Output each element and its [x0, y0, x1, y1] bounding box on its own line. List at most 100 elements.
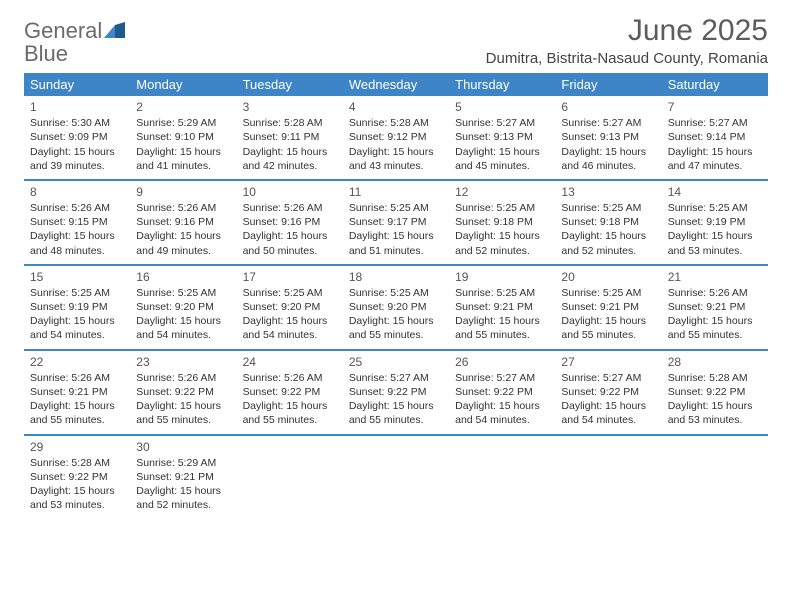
sunrise-text: Sunrise: 5:26 AM [243, 371, 337, 385]
week-row: 22Sunrise: 5:26 AMSunset: 9:21 PMDayligh… [24, 349, 768, 434]
sunrise-text: Sunrise: 5:25 AM [561, 286, 655, 300]
sunset-text: Sunset: 9:18 PM [455, 215, 549, 229]
day-cell: 25Sunrise: 5:27 AMSunset: 9:22 PMDayligh… [343, 351, 449, 434]
sunrise-text: Sunrise: 5:27 AM [455, 371, 549, 385]
day-cell: 12Sunrise: 5:25 AMSunset: 9:18 PMDayligh… [449, 181, 555, 264]
day-cell: 28Sunrise: 5:28 AMSunset: 9:22 PMDayligh… [662, 351, 768, 434]
day-number: 17 [243, 269, 337, 285]
day-cell: 18Sunrise: 5:25 AMSunset: 9:20 PMDayligh… [343, 266, 449, 349]
sunset-text: Sunset: 9:09 PM [30, 130, 124, 144]
day-number: 7 [668, 99, 762, 115]
day-number: 24 [243, 354, 337, 370]
day-cell [555, 436, 661, 519]
day-cell: 4Sunrise: 5:28 AMSunset: 9:12 PMDaylight… [343, 96, 449, 179]
day-cell: 30Sunrise: 5:29 AMSunset: 9:21 PMDayligh… [130, 436, 236, 519]
sunset-text: Sunset: 9:22 PM [136, 385, 230, 399]
sunrise-text: Sunrise: 5:25 AM [30, 286, 124, 300]
page-title: June 2025 [486, 14, 768, 48]
sunset-text: Sunset: 9:15 PM [30, 215, 124, 229]
brand-text-1: General [24, 18, 102, 43]
day-number: 28 [668, 354, 762, 370]
sunrise-text: Sunrise: 5:25 AM [349, 201, 443, 215]
sunset-text: Sunset: 9:16 PM [136, 215, 230, 229]
week-row: 15Sunrise: 5:25 AMSunset: 9:19 PMDayligh… [24, 264, 768, 349]
sunset-text: Sunset: 9:22 PM [561, 385, 655, 399]
sunset-text: Sunset: 9:16 PM [243, 215, 337, 229]
day-cell: 22Sunrise: 5:26 AMSunset: 9:21 PMDayligh… [24, 351, 130, 434]
sunrise-text: Sunrise: 5:26 AM [136, 201, 230, 215]
day-cell: 19Sunrise: 5:25 AMSunset: 9:21 PMDayligh… [449, 266, 555, 349]
daylight-text: Daylight: 15 hours and 52 minutes. [136, 484, 230, 512]
day-number: 8 [30, 184, 124, 200]
sunset-text: Sunset: 9:21 PM [136, 470, 230, 484]
sunset-text: Sunset: 9:21 PM [561, 300, 655, 314]
sunset-text: Sunset: 9:21 PM [455, 300, 549, 314]
sunrise-text: Sunrise: 5:26 AM [243, 201, 337, 215]
sunrise-text: Sunrise: 5:27 AM [561, 371, 655, 385]
day-cell: 11Sunrise: 5:25 AMSunset: 9:17 PMDayligh… [343, 181, 449, 264]
sunset-text: Sunset: 9:22 PM [30, 470, 124, 484]
day-number: 16 [136, 269, 230, 285]
daylight-text: Daylight: 15 hours and 45 minutes. [455, 145, 549, 173]
sunset-text: Sunset: 9:17 PM [349, 215, 443, 229]
weekday-header: Saturday [662, 73, 768, 96]
day-cell: 5Sunrise: 5:27 AMSunset: 9:13 PMDaylight… [449, 96, 555, 179]
day-cell: 8Sunrise: 5:26 AMSunset: 9:15 PMDaylight… [24, 181, 130, 264]
day-number: 9 [136, 184, 230, 200]
sunset-text: Sunset: 9:20 PM [136, 300, 230, 314]
sunrise-text: Sunrise: 5:25 AM [349, 286, 443, 300]
weekday-header: Tuesday [237, 73, 343, 96]
sunrise-text: Sunrise: 5:26 AM [30, 371, 124, 385]
sunrise-text: Sunrise: 5:28 AM [668, 371, 762, 385]
sunrise-text: Sunrise: 5:28 AM [349, 116, 443, 130]
day-number: 1 [30, 99, 124, 115]
sunset-text: Sunset: 9:10 PM [136, 130, 230, 144]
sunset-text: Sunset: 9:21 PM [30, 385, 124, 399]
week-row: 8Sunrise: 5:26 AMSunset: 9:15 PMDaylight… [24, 179, 768, 264]
daylight-text: Daylight: 15 hours and 55 minutes. [349, 399, 443, 427]
sunrise-text: Sunrise: 5:28 AM [30, 456, 124, 470]
day-number: 4 [349, 99, 443, 115]
day-cell: 7Sunrise: 5:27 AMSunset: 9:14 PMDaylight… [662, 96, 768, 179]
daylight-text: Daylight: 15 hours and 54 minutes. [136, 314, 230, 342]
sunrise-text: Sunrise: 5:27 AM [455, 116, 549, 130]
sunrise-text: Sunrise: 5:30 AM [30, 116, 124, 130]
day-number: 20 [561, 269, 655, 285]
daylight-text: Daylight: 15 hours and 53 minutes. [30, 484, 124, 512]
daylight-text: Daylight: 15 hours and 54 minutes. [30, 314, 124, 342]
daylight-text: Daylight: 15 hours and 42 minutes. [243, 145, 337, 173]
day-cell: 2Sunrise: 5:29 AMSunset: 9:10 PMDaylight… [130, 96, 236, 179]
day-cell: 13Sunrise: 5:25 AMSunset: 9:18 PMDayligh… [555, 181, 661, 264]
day-cell: 27Sunrise: 5:27 AMSunset: 9:22 PMDayligh… [555, 351, 661, 434]
sunrise-text: Sunrise: 5:29 AM [136, 456, 230, 470]
daylight-text: Daylight: 15 hours and 55 minutes. [668, 314, 762, 342]
daylight-text: Daylight: 15 hours and 54 minutes. [455, 399, 549, 427]
daylight-text: Daylight: 15 hours and 55 minutes. [30, 399, 124, 427]
weekday-header: Thursday [449, 73, 555, 96]
day-number: 29 [30, 439, 124, 455]
day-cell: 16Sunrise: 5:25 AMSunset: 9:20 PMDayligh… [130, 266, 236, 349]
sunrise-text: Sunrise: 5:27 AM [668, 116, 762, 130]
daylight-text: Daylight: 15 hours and 51 minutes. [349, 229, 443, 257]
sunset-text: Sunset: 9:19 PM [668, 215, 762, 229]
sunset-text: Sunset: 9:18 PM [561, 215, 655, 229]
day-number: 19 [455, 269, 549, 285]
brand-text-2: Blue [24, 43, 126, 65]
day-cell [343, 436, 449, 519]
daylight-text: Daylight: 15 hours and 50 minutes. [243, 229, 337, 257]
sunset-text: Sunset: 9:21 PM [668, 300, 762, 314]
day-cell [237, 436, 343, 519]
daylight-text: Daylight: 15 hours and 48 minutes. [30, 229, 124, 257]
day-number: 26 [455, 354, 549, 370]
weekday-header: Friday [555, 73, 661, 96]
sunset-text: Sunset: 9:22 PM [243, 385, 337, 399]
daylight-text: Daylight: 15 hours and 55 minutes. [561, 314, 655, 342]
day-number: 18 [349, 269, 443, 285]
daylight-text: Daylight: 15 hours and 55 minutes. [136, 399, 230, 427]
day-number: 11 [349, 184, 443, 200]
daylight-text: Daylight: 15 hours and 54 minutes. [243, 314, 337, 342]
sunset-text: Sunset: 9:19 PM [30, 300, 124, 314]
day-cell: 14Sunrise: 5:25 AMSunset: 9:19 PMDayligh… [662, 181, 768, 264]
weekday-header: Wednesday [343, 73, 449, 96]
sunset-text: Sunset: 9:22 PM [349, 385, 443, 399]
